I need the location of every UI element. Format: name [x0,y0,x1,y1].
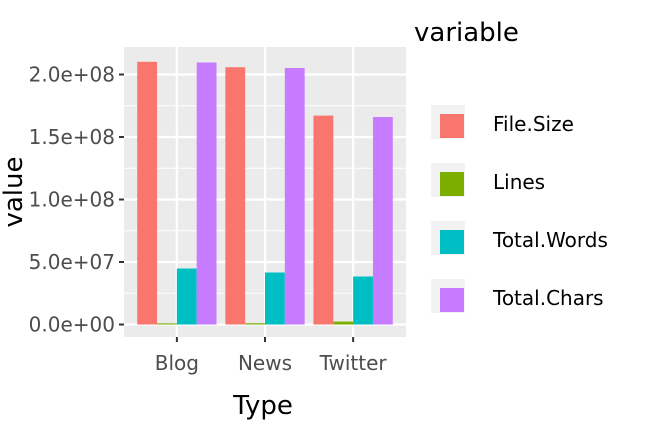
bar-total-chars [372,117,393,325]
legend-label: Total.Words [492,228,608,252]
bar-total-chars [284,68,305,325]
legend: variable File.Size Lines Total.Words Total.… [414,18,608,313]
y-axis-title: value [0,156,29,227]
y-tick-label: 2.0e+08 [29,63,115,87]
bar-file-size [313,115,334,325]
legend-title: variable [414,18,519,48]
legend-swatch [440,172,464,196]
y-axis: 0.0e+00 5.0e+07 1.0e+08 1.5e+08 2.0e+08 [29,63,124,337]
bar-total-words [353,276,373,325]
bar-lines [333,321,354,325]
y-tick-label: 1.0e+08 [29,188,115,212]
x-tick-label: Blog [155,351,199,375]
bars [137,61,393,325]
y-tick-label: 0.0e+00 [29,313,115,337]
bar-file-size [137,61,158,325]
x-axis: Blog News Twitter [155,337,388,375]
legend-label: Total.Chars [492,286,604,310]
legend-swatch [440,114,464,138]
y-tick-label: 5.0e+07 [29,250,115,274]
y-tick-label: 1.5e+08 [29,125,115,149]
legend-label: Lines [493,170,545,194]
bar-total-words [176,268,197,325]
legend-label: File.Size [493,112,574,136]
legend-swatch [440,288,464,312]
bar-lines [157,323,177,325]
x-tick-label: Twitter [319,351,388,375]
x-tick-label: News [238,351,292,375]
bar-lines [245,323,265,325]
legend-swatch [440,230,464,254]
bar-total-chars [196,62,217,325]
x-axis-title: Type [232,391,293,421]
bar-file-size [225,67,246,325]
bar-total-words [265,272,285,325]
